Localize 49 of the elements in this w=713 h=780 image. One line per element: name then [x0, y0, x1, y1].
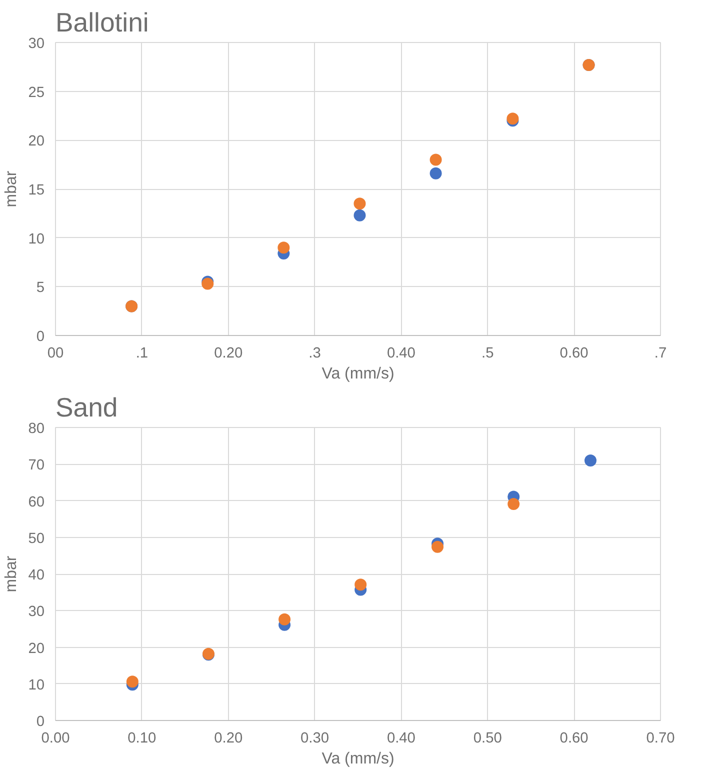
point: [508, 498, 520, 510]
chart-title: Ballotini: [56, 8, 149, 38]
y-tick-label: 5: [36, 280, 45, 296]
x-tick-label: 0.50: [473, 730, 502, 746]
point: [430, 167, 442, 180]
x-tick-label: 0.60: [560, 346, 588, 362]
y-axis-title: mbar: [3, 555, 20, 592]
y-tick-label: 15: [28, 182, 45, 198]
point: [354, 578, 367, 591]
y-tick-label: 0: [36, 714, 45, 730]
y-tick-label: 50: [28, 530, 45, 547]
point: [354, 198, 366, 210]
x-tick-label: 0.30: [300, 730, 330, 746]
x-tick-label: 0.70: [646, 730, 675, 746]
point: [278, 613, 291, 626]
y-tick-label: 30: [28, 36, 45, 52]
y-tick-label: 20: [28, 640, 45, 657]
y-tick-label: 40: [28, 568, 45, 584]
x-tick-label: .1: [136, 346, 148, 362]
y-tick-label: 70: [28, 458, 45, 474]
x-tick-label: 0.60: [560, 730, 588, 746]
y-tick-label: 60: [28, 494, 45, 510]
x-tick-label: 0.40: [386, 730, 416, 746]
x-tick-label: .3: [308, 346, 321, 362]
x-tick-label: 0.40: [386, 346, 416, 362]
x-tick-label: 0.20: [214, 346, 243, 362]
point: [584, 454, 596, 466]
y-tick-label: 25: [28, 84, 45, 101]
y-axis-title: mbar: [3, 170, 20, 208]
y-tick-label: 80: [28, 421, 45, 437]
point: [354, 209, 366, 222]
y-tick-label: 10: [28, 231, 45, 248]
point: [126, 676, 138, 688]
y-tick-label: 30: [28, 604, 45, 620]
chart-title: Sand: [56, 392, 118, 422]
y-tick-label: 20: [28, 134, 45, 150]
y-tick-label: 10: [28, 677, 45, 694]
x-tick-label: 0.20: [214, 730, 243, 746]
x-tick-label: 00: [47, 346, 64, 362]
y-tick-label: 0: [36, 329, 45, 345]
x-tick-label: .7: [654, 346, 667, 362]
x-tick-label: 0.00: [41, 730, 70, 746]
x-tick-label: 0.10: [128, 730, 156, 746]
x-axis-title: Va (mm/s): [322, 750, 394, 768]
x-axis-title: Va (mm/s): [322, 366, 394, 382]
x-tick-label: .5: [482, 346, 494, 362]
point: [432, 540, 444, 553]
point: [278, 242, 290, 254]
point: [430, 154, 442, 166]
